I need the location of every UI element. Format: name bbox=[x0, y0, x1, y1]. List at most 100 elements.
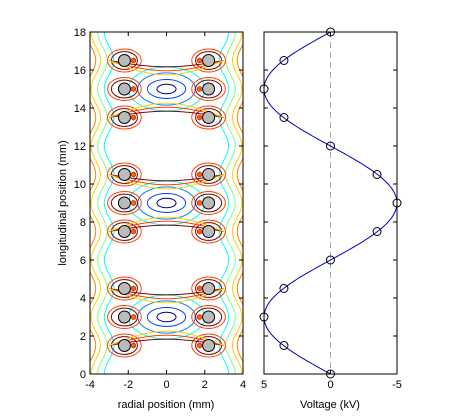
x-tick-label: 5 bbox=[261, 379, 267, 391]
contour-y-axis-label: longitudinal position (mm) bbox=[57, 140, 69, 265]
electrode-field-point bbox=[130, 342, 137, 349]
voltage-point bbox=[279, 284, 289, 293]
contour-plot: -4 -2 0 2 4 0 2 4 6 8 10 12 14 16 18 radial position … bbox=[57, 27, 246, 411]
contour-lobe bbox=[107, 48, 142, 73]
electrode-field-point bbox=[196, 200, 203, 206]
x-tick-label: -5 bbox=[392, 379, 402, 391]
contour-lobe bbox=[191, 191, 226, 215]
contour-lobe bbox=[191, 48, 226, 73]
contour-plot-background bbox=[90, 32, 243, 374]
electrode-marker bbox=[117, 196, 131, 210]
electrode-field-point bbox=[196, 285, 203, 292]
voltage-x-axis-label: Voltage (kV) bbox=[300, 399, 360, 411]
contour-y-ticks: 0 2 4 6 8 10 12 14 16 18 bbox=[74, 27, 243, 381]
electrode-markers bbox=[117, 54, 216, 352]
voltage-plot: 5 0 -5 Voltage (kV) bbox=[259, 27, 402, 411]
electrode-marker bbox=[202, 111, 216, 124]
electrode-field-point bbox=[196, 57, 203, 64]
x-tick-label: 2 bbox=[202, 379, 208, 391]
contour-line bbox=[97, 32, 108, 374]
contour-ellipse bbox=[156, 311, 177, 323]
electrode-field-point bbox=[196, 114, 203, 121]
electrode-marker bbox=[117, 282, 131, 295]
contour-lobe bbox=[110, 307, 138, 327]
x-tick-label: 4 bbox=[240, 379, 246, 391]
x-tick-label: 0 bbox=[163, 379, 169, 391]
contour-line bbox=[231, 32, 243, 374]
contour-lobe bbox=[191, 276, 226, 301]
y-tick-label: 6 bbox=[80, 255, 86, 267]
electrode-field-point bbox=[130, 285, 137, 292]
voltage-point bbox=[326, 141, 335, 151]
contour-x-ticks: -4 -2 0 2 4 bbox=[85, 32, 246, 391]
contour-lobe bbox=[191, 305, 226, 329]
contour-lobe bbox=[191, 105, 226, 130]
contour-lobe bbox=[191, 77, 226, 101]
contour-lobe bbox=[110, 79, 138, 99]
electrode-field-point bbox=[130, 314, 137, 320]
contour-lobe bbox=[195, 193, 223, 213]
voltage-point bbox=[279, 56, 289, 65]
contour-lobe bbox=[107, 105, 142, 130]
electrode-marker bbox=[202, 54, 216, 67]
electrode-marker bbox=[117, 310, 131, 324]
voltage-point bbox=[372, 170, 382, 179]
electrode-field-point bbox=[196, 342, 203, 349]
electrode-field-point bbox=[196, 314, 203, 320]
electrode-marker bbox=[117, 225, 131, 238]
electrode-field-point bbox=[130, 86, 137, 92]
electrode-field-point bbox=[130, 171, 137, 178]
contour-lobe bbox=[195, 79, 223, 99]
electrode-field-point bbox=[130, 114, 137, 121]
contour-ellipse bbox=[156, 83, 177, 95]
x-tick-label: 0 bbox=[327, 379, 333, 391]
electrode-field-point bbox=[130, 200, 137, 206]
contour-ellipse bbox=[146, 79, 187, 99]
contour-ellipse bbox=[146, 193, 187, 213]
electrode-field-point bbox=[196, 228, 203, 235]
electrode-marker bbox=[202, 168, 216, 181]
electrode-marker bbox=[202, 339, 216, 352]
contour-line bbox=[103, 32, 115, 374]
contour-line bbox=[218, 32, 230, 374]
contour-lobe bbox=[107, 162, 142, 187]
voltage-point bbox=[279, 113, 289, 122]
electrode-field-point bbox=[196, 86, 203, 92]
contour-line bbox=[225, 32, 236, 374]
electrode-marker bbox=[117, 82, 131, 96]
y-tick-label: 8 bbox=[80, 217, 86, 229]
contour-lobe bbox=[191, 219, 226, 244]
contour-line bbox=[108, 288, 225, 304]
electrode-marker bbox=[202, 196, 216, 210]
y-tick-label: 12 bbox=[74, 141, 86, 153]
electrode-marker bbox=[202, 82, 216, 96]
contour-lobe bbox=[107, 305, 142, 329]
y-tick-label: 10 bbox=[74, 179, 86, 191]
contour-ellipse bbox=[146, 307, 187, 327]
contour-line bbox=[108, 102, 225, 118]
y-tick-label: 2 bbox=[80, 331, 86, 343]
y-tick-label: 0 bbox=[80, 369, 86, 381]
electrode-marker bbox=[117, 54, 131, 67]
contour-lobe bbox=[110, 193, 138, 213]
contour-ellipse bbox=[156, 197, 177, 209]
contour-lobe bbox=[107, 276, 142, 301]
contour-lobe bbox=[107, 333, 142, 358]
contour-x-axis-label: radial position (mm) bbox=[118, 399, 215, 411]
electrode-marker bbox=[202, 225, 216, 238]
contour-lobe bbox=[107, 77, 142, 101]
voltage-point bbox=[326, 255, 335, 265]
contour-line bbox=[108, 216, 225, 232]
contour-lobe bbox=[107, 191, 142, 215]
electrode-field-point bbox=[130, 228, 137, 235]
contour-line bbox=[108, 60, 225, 76]
y-tick-label: 4 bbox=[80, 293, 86, 305]
contour-lobe bbox=[195, 307, 223, 327]
x-tick-label: -2 bbox=[123, 379, 133, 391]
contour-lobe bbox=[107, 219, 142, 244]
electrode-marker bbox=[117, 339, 131, 352]
electrode-marker bbox=[202, 310, 216, 324]
contour-line bbox=[108, 174, 225, 190]
electrode-marker bbox=[117, 111, 131, 124]
